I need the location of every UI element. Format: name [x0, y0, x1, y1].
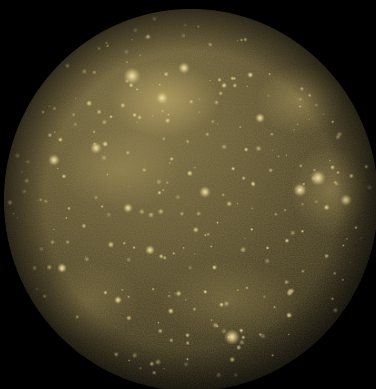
- image-frame: [4, 9, 376, 389]
- moon-scene: [4, 9, 376, 389]
- moon-disk: [4, 9, 376, 389]
